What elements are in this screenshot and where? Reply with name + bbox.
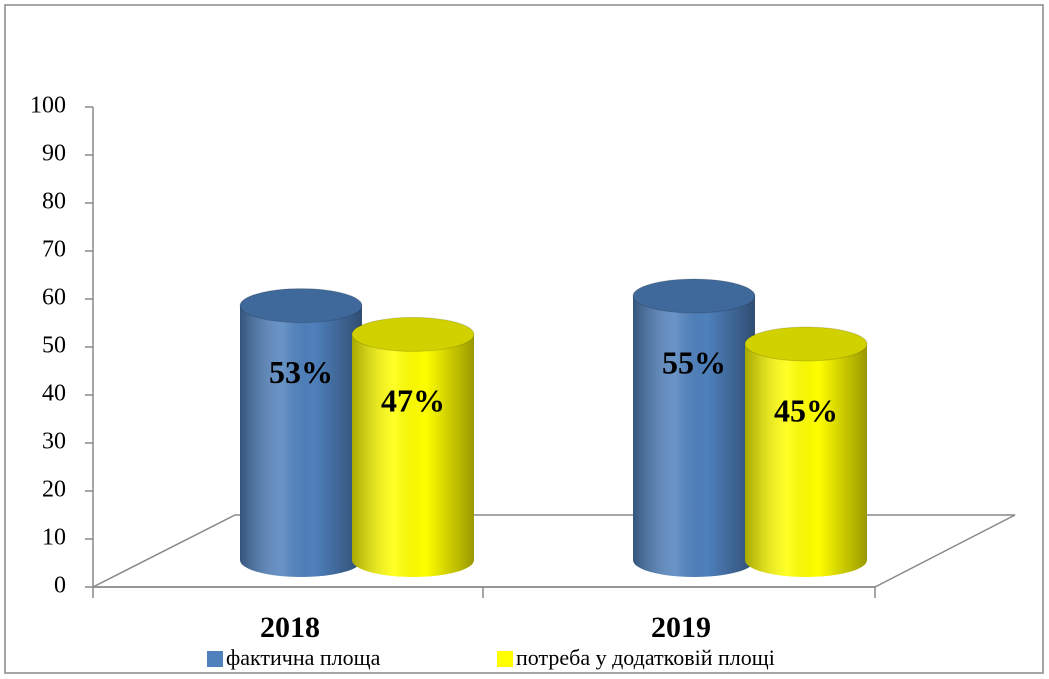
bar-top: [239, 288, 363, 324]
value-label: 53%: [269, 354, 333, 390]
legend-swatch: [497, 651, 513, 667]
y-tick-label: 80: [42, 189, 66, 215]
frame: [4, 4, 1044, 674]
bar-shade: [745, 344, 867, 577]
x-tick-label: 2018: [260, 611, 320, 644]
bar-top-shade: [352, 317, 474, 352]
y-tick-label: 60: [42, 285, 66, 311]
legend-label: фактична площа: [226, 645, 381, 670]
bar-top: [744, 326, 868, 362]
bar-top-shade: [240, 288, 362, 323]
y-tick-label: 50: [42, 333, 66, 359]
y-tick-label: 90: [42, 141, 66, 167]
legend-label: потреба у додатковій площі: [516, 645, 775, 670]
value-label: 45%: [774, 392, 838, 428]
bar-shade: [352, 334, 474, 577]
y-tick-label: 70: [42, 237, 66, 263]
bar-shade: [240, 305, 362, 577]
bar-top: [632, 278, 756, 314]
x-tick-label: 2019: [651, 611, 711, 644]
bar-top-shade: [633, 279, 755, 313]
bar-top-shade: [745, 327, 867, 361]
y-tick-label: 10: [42, 525, 66, 551]
y-tick-label: 30: [42, 429, 66, 455]
legend-swatch: [207, 651, 223, 667]
bar-top: [351, 316, 475, 352]
y-tick-label: 20: [42, 477, 66, 503]
value-label: 47%: [381, 383, 445, 419]
y-tick-label: 0: [54, 573, 66, 599]
y-tick-label: 100: [30, 93, 66, 119]
y-tick-label: 40: [42, 381, 66, 407]
value-label: 55%: [662, 344, 726, 380]
bar-shade: [633, 296, 755, 577]
